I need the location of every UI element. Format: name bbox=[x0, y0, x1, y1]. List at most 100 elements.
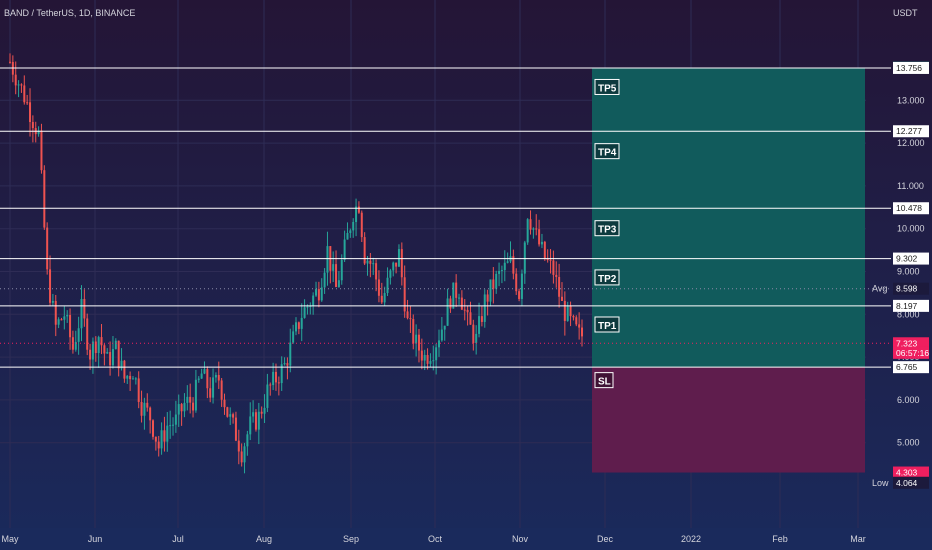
y-tick-label: 6.000 bbox=[897, 395, 920, 405]
candle bbox=[320, 278, 323, 302]
candle bbox=[283, 357, 286, 366]
price-tag: 4.303 bbox=[893, 466, 929, 479]
candle bbox=[472, 319, 475, 351]
candle bbox=[223, 393, 226, 415]
candle bbox=[209, 377, 212, 403]
candle bbox=[400, 242, 403, 286]
candle bbox=[163, 416, 166, 452]
candle bbox=[220, 378, 223, 407]
candle bbox=[518, 288, 521, 302]
candle bbox=[94, 336, 97, 362]
candle bbox=[14, 61, 17, 95]
candle bbox=[180, 402, 183, 426]
time-axis-area[interactable] bbox=[0, 528, 932, 550]
candle bbox=[349, 228, 352, 238]
x-tick-label: 2022 bbox=[681, 534, 701, 544]
candle bbox=[166, 412, 169, 452]
candle bbox=[83, 289, 86, 327]
candle bbox=[172, 417, 175, 436]
candle bbox=[429, 353, 432, 368]
candle bbox=[140, 390, 143, 423]
candle bbox=[443, 325, 446, 341]
candle bbox=[226, 406, 229, 418]
candle bbox=[492, 267, 495, 304]
candle bbox=[352, 218, 355, 238]
price-tag-box bbox=[893, 282, 929, 295]
candle bbox=[63, 306, 66, 330]
candle bbox=[366, 256, 369, 276]
price-tag-value: 8.197 bbox=[896, 301, 918, 311]
candle bbox=[335, 250, 338, 288]
candle bbox=[157, 435, 160, 457]
candle bbox=[29, 88, 32, 137]
candle bbox=[160, 422, 163, 455]
candle bbox=[395, 262, 398, 274]
candle bbox=[177, 394, 180, 427]
zone-label-box bbox=[594, 316, 620, 333]
x-tick-label: May bbox=[1, 534, 19, 544]
zone-label: TP1 bbox=[598, 321, 617, 332]
currency-label: USDT bbox=[893, 8, 918, 18]
candle bbox=[440, 316, 443, 342]
candle bbox=[17, 80, 20, 98]
symbol-title: BAND / TetherUS, 1D, BINANCE bbox=[4, 8, 135, 18]
stop-label-box bbox=[594, 372, 614, 389]
candle bbox=[566, 301, 569, 322]
candle bbox=[503, 250, 506, 282]
candle bbox=[343, 230, 346, 263]
candle bbox=[560, 282, 563, 301]
candle bbox=[538, 219, 541, 247]
candle bbox=[260, 406, 263, 419]
price-tag-value: 6.765 bbox=[896, 362, 918, 372]
candle bbox=[80, 285, 83, 342]
candle bbox=[266, 373, 269, 413]
candle bbox=[540, 233, 543, 249]
candle bbox=[380, 282, 383, 304]
candle bbox=[337, 271, 340, 288]
candle bbox=[289, 328, 292, 373]
candle bbox=[417, 328, 420, 363]
price-tags: 13.76213.75612.27710.4789.302Avg8.5988.1… bbox=[872, 61, 929, 489]
candle bbox=[169, 410, 172, 439]
candle bbox=[475, 325, 478, 355]
candle bbox=[309, 302, 312, 315]
candle bbox=[535, 214, 538, 236]
candle bbox=[523, 240, 526, 284]
y-tick-label: 5.000 bbox=[897, 438, 920, 448]
price-tag: 6.765 bbox=[893, 361, 929, 374]
candle bbox=[232, 412, 235, 424]
candle bbox=[234, 411, 237, 442]
candle bbox=[123, 359, 126, 383]
candle bbox=[449, 295, 452, 313]
stop-loss-zone bbox=[592, 367, 865, 473]
candle bbox=[277, 376, 280, 396]
time-axis[interactable]: May Jun Jul Aug Sep Oct Nov Dec 2022 Feb Mar bbox=[0, 528, 932, 550]
candle bbox=[31, 115, 34, 143]
candle bbox=[9, 53, 11, 64]
x-tick-label: Oct bbox=[428, 534, 443, 544]
zone-label-box bbox=[594, 78, 620, 95]
candle bbox=[269, 382, 272, 396]
price-tag: Avg 8.598 bbox=[872, 282, 929, 295]
x-tick-label: Mar bbox=[850, 534, 866, 544]
candle bbox=[292, 324, 295, 344]
candle bbox=[409, 306, 412, 333]
price-tag: Low 4.064 bbox=[872, 476, 929, 489]
candle bbox=[506, 252, 509, 264]
candle bbox=[69, 308, 72, 350]
candle bbox=[200, 368, 203, 379]
candle bbox=[109, 341, 112, 376]
candle bbox=[229, 407, 232, 426]
candle bbox=[214, 372, 217, 383]
x-tick-label: Nov bbox=[512, 534, 529, 544]
candle bbox=[103, 343, 106, 366]
candle bbox=[446, 288, 449, 326]
price-tag-value: 06:57:16 bbox=[896, 348, 929, 358]
candle bbox=[478, 302, 481, 338]
price-tag: 10.478 bbox=[893, 202, 929, 215]
stop-label: SL bbox=[598, 377, 611, 388]
candle bbox=[295, 317, 297, 336]
candle bbox=[237, 429, 240, 465]
